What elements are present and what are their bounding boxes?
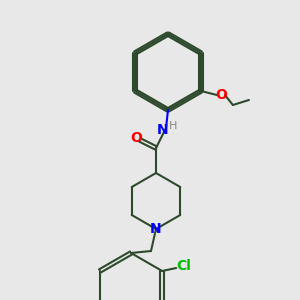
Text: Cl: Cl <box>177 259 192 273</box>
Text: N: N <box>150 222 162 236</box>
Text: O: O <box>215 88 227 102</box>
Text: O: O <box>130 131 142 145</box>
Text: N: N <box>157 123 169 137</box>
Text: H: H <box>169 121 177 131</box>
